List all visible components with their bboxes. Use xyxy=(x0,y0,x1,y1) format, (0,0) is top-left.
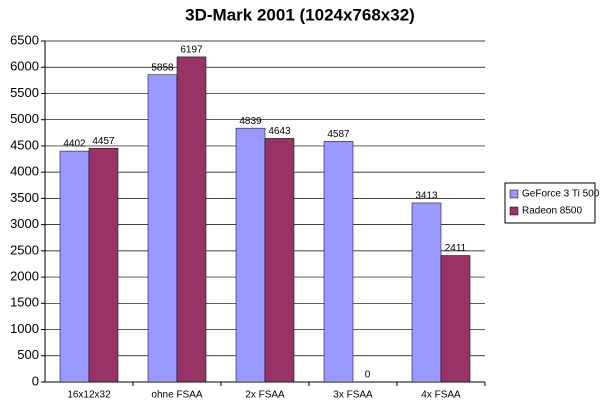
value-label: 4643 xyxy=(268,126,291,137)
y-tick-label: 0 xyxy=(32,373,39,388)
y-tick-label: 3000 xyxy=(10,216,39,231)
value-label: 4457 xyxy=(92,136,115,147)
y-tick-label: 6500 xyxy=(10,32,39,47)
x-tick-label: 2x FSAA xyxy=(245,390,285,401)
y-tick-label: 1500 xyxy=(10,295,39,310)
value-label: 4587 xyxy=(327,129,350,140)
value-label: 3413 xyxy=(415,191,438,202)
y-tick-label: 3500 xyxy=(10,190,39,205)
y-tick-label: 6000 xyxy=(10,59,39,74)
bar xyxy=(235,127,266,383)
bar xyxy=(147,74,178,383)
bar xyxy=(88,147,119,383)
value-label: 2411 xyxy=(445,243,467,254)
x-tick-label: 3x FSAA xyxy=(333,390,373,401)
legend-label: GeForce 3 Ti 500 xyxy=(522,189,600,200)
x-tick-label: ohne FSAA xyxy=(151,390,202,401)
y-tick-label: 4000 xyxy=(10,164,39,179)
legend-box xyxy=(504,182,596,224)
y-tick-label: 2500 xyxy=(10,242,39,257)
bar xyxy=(411,202,442,383)
bar xyxy=(264,138,295,383)
value-label: 4839 xyxy=(239,116,262,127)
chart-title: 3D-Mark 2001 (1024x768x32) xyxy=(185,5,415,24)
value-label: 6197 xyxy=(180,45,203,56)
x-tick-label: 16x12x32 xyxy=(67,390,111,401)
value-label: 4402 xyxy=(63,139,86,150)
value-label: 0 xyxy=(365,370,371,381)
y-tick-label: 500 xyxy=(17,347,39,362)
y-tick-label: 5500 xyxy=(10,85,39,100)
value-label: 5858 xyxy=(151,62,174,73)
y-tick-label: 1000 xyxy=(10,321,39,336)
bar xyxy=(59,150,90,383)
y-tick-label: 4500 xyxy=(10,137,39,152)
y-tick-label: 2000 xyxy=(10,269,39,284)
legend-swatch xyxy=(509,206,519,216)
bar xyxy=(323,141,354,383)
x-tick-label: 4x FSAA xyxy=(421,390,461,401)
bar xyxy=(176,56,207,383)
bar xyxy=(440,255,471,383)
legend-label: Radeon 8500 xyxy=(522,206,582,217)
y-tick-label: 5000 xyxy=(10,111,39,126)
legend-swatch xyxy=(509,189,519,199)
